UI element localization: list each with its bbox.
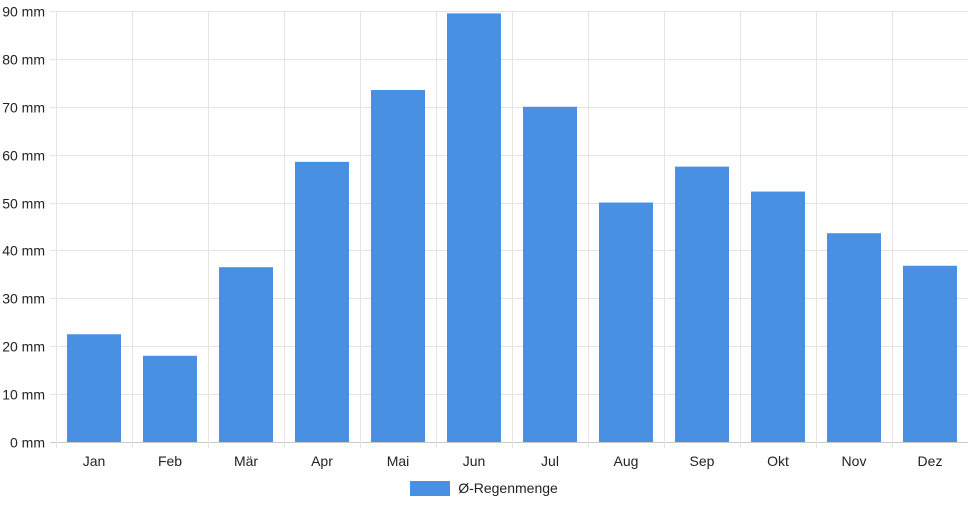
bar [903, 265, 957, 442]
x-tick-label: Dez [918, 453, 943, 469]
bar [827, 233, 881, 442]
x-tick-label: Feb [158, 453, 182, 469]
x-tick-label: Sep [690, 453, 715, 469]
y-tick-label: 90 mm [2, 4, 45, 20]
bar [371, 90, 425, 443]
x-tick-label: Apr [311, 453, 333, 469]
bar [67, 334, 121, 442]
y-tick-label: 60 mm [2, 148, 45, 164]
legend-label: Ø-Regenmenge [458, 480, 558, 496]
x-tick-label: Aug [614, 453, 639, 469]
x-tick-label: Okt [767, 453, 789, 469]
legend-swatch [410, 480, 451, 496]
x-tick-label: Jul [541, 453, 559, 469]
bar [599, 202, 653, 442]
x-tick-label: Mär [234, 453, 258, 469]
y-tick-label: 70 mm [2, 100, 45, 116]
y-tick-label: 20 mm [2, 339, 45, 355]
x-tick-label: Jun [463, 453, 486, 469]
y-tick-label: 50 mm [2, 196, 45, 212]
bar-chart: 0 mm 10 mm 20 mm 30 mm 40 mm 50 mm 60 mm 70 mm 8… [2, 4, 968, 469]
x-tick-label: Nov [842, 453, 867, 469]
bar [751, 191, 805, 442]
bar [675, 166, 729, 442]
y-tick-label: 30 mm [2, 291, 45, 307]
bar [295, 161, 349, 442]
x-tick-label: Jan [83, 453, 106, 469]
y-tick-label: 80 mm [2, 52, 45, 68]
y-tick-label: 40 mm [2, 243, 45, 259]
y-tick-label: 10 mm [2, 387, 45, 403]
bar [523, 106, 577, 443]
bar [143, 355, 197, 442]
legend[interactable]: Ø-Regenmenge [0, 480, 968, 496]
bar [447, 13, 501, 443]
y-tick-label: 0 mm [10, 435, 45, 451]
bar [219, 267, 273, 442]
x-tick-label: Mai [387, 453, 410, 469]
